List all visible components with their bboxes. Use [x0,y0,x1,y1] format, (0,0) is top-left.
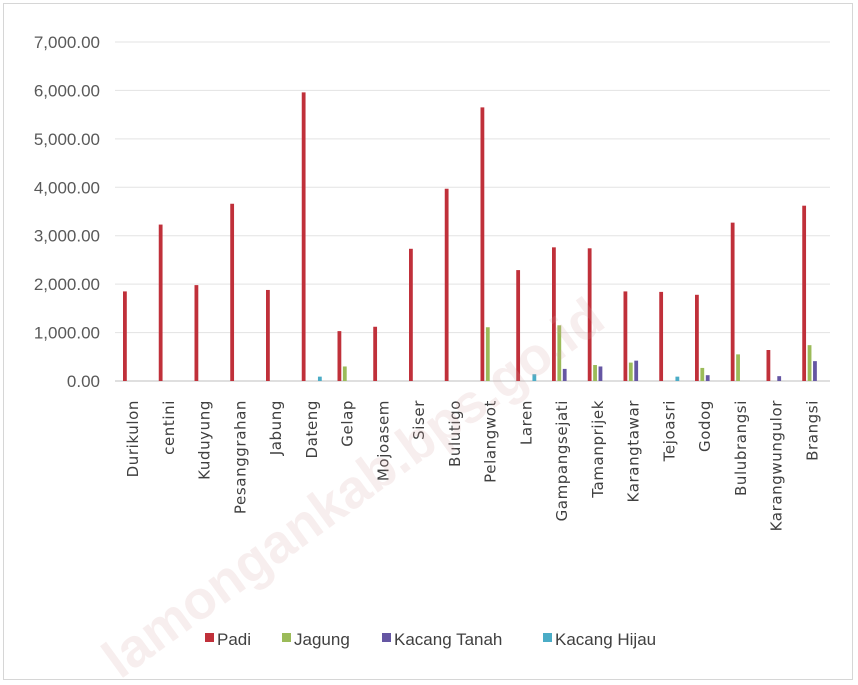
bar [675,376,680,381]
x-tick-label: Laren [517,400,535,445]
y-tick-label: 4,000.00 [34,178,100,197]
x-tick-label: Kuduyung [196,400,214,480]
x-tick-label: Pesanggrahan [231,400,249,514]
chart-frame [3,3,853,680]
y-tick-label: 2,000.00 [34,275,100,294]
x-tick-label: Karangtawar [625,400,643,503]
y-axis: 0.00 1,000.00 2,000.00 3,000.00 4,000.00 5,00… [34,33,100,391]
bar [158,224,163,381]
bar [593,365,597,381]
x-tick-label: Brangsi [803,400,821,461]
bar [123,291,127,381]
x-tick-label: Siser [410,400,428,440]
x-tick-label: Tamanprijek [589,400,607,499]
x-tick-label: Tejoasri [660,400,678,462]
legend-swatch [205,633,214,642]
bar [557,325,562,381]
bar [587,248,592,381]
watermark: lamongankab.bps.go.id [92,287,615,685]
bar [301,92,306,381]
legend-label: Jagung [294,630,350,649]
bar [777,376,782,381]
bar [532,374,537,381]
bar [552,247,556,381]
bar [373,326,378,381]
x-tick-label: Pelangwot [482,400,500,483]
bar [230,203,235,381]
bar [194,285,199,381]
bars [123,92,817,381]
x-tick-label: Dateng [303,400,321,458]
bar [634,360,639,381]
bar [695,294,699,381]
bar [700,367,705,381]
legend-label: Padi [217,630,251,649]
legend-swatch [543,633,552,642]
bar [623,291,628,381]
legend-swatch [382,633,391,642]
legend: Padi Jagung Kacang Tanah Kacang Hijau [205,630,656,649]
bar [730,222,735,381]
bar [562,368,567,381]
x-tick-label: Bulubrangsi [732,400,750,496]
x-tick-label: Gampangsejati [553,400,571,521]
x-tick-label: Karangwungulor [768,400,786,532]
bar [807,345,812,381]
bar [485,327,490,381]
y-tick-label: 7,000.00 [34,33,100,52]
y-tick-label: 1,000.00 [34,324,100,343]
bar [444,188,449,381]
y-tick-label: 5,000.00 [34,130,100,149]
bar [342,366,347,381]
x-tick-label: Bulutigo [446,400,464,467]
y-tick-label: 3,000.00 [34,227,100,246]
bar [766,350,771,381]
bar [516,270,521,381]
bar [266,289,270,381]
x-tick-label: Jabung [267,400,285,456]
bar [598,366,603,381]
legend-swatch [282,633,291,642]
bar [802,205,807,381]
x-tick-label: Durikulon [124,400,142,477]
x-tick-label: centini [160,400,178,455]
bar [409,248,413,381]
bar [337,331,342,381]
y-tick-label: 0.00 [67,372,100,391]
bar [317,376,322,381]
y-tick-label: 6,000.00 [34,81,100,100]
bar [813,361,817,381]
x-tick-label: Godog [696,400,714,452]
x-tick-label: Gelap [339,400,357,447]
bar [480,107,485,381]
bar [736,354,740,381]
x-tick-label: Mojoasem [374,400,392,481]
gridlines [115,41,830,382]
bar [628,362,633,381]
legend-label: Kacang Tanah [394,630,502,649]
x-axis: Durikulon centini Kuduyung Pesanggrahan Jabu… [124,400,821,532]
bar [659,291,664,381]
bar [705,375,710,381]
legend-label: Kacang Hijau [555,630,656,649]
